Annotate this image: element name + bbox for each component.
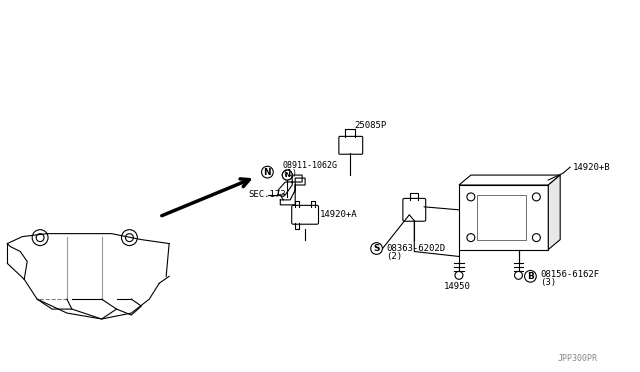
Text: 08911-1062G: 08911-1062G (282, 161, 337, 170)
Text: JPP300PR: JPP300PR (558, 354, 598, 363)
FancyBboxPatch shape (292, 205, 319, 224)
Text: 25085P: 25085P (355, 121, 387, 130)
Circle shape (455, 271, 463, 279)
Circle shape (467, 193, 475, 201)
Text: (2): (2) (387, 252, 403, 261)
Text: 14950: 14950 (444, 282, 471, 291)
FancyBboxPatch shape (477, 195, 527, 240)
Text: 08156-6162F: 08156-6162F (540, 270, 600, 279)
Circle shape (467, 234, 475, 241)
FancyBboxPatch shape (459, 185, 548, 250)
Circle shape (282, 170, 292, 180)
Text: (3): (3) (540, 278, 556, 287)
Polygon shape (459, 175, 560, 185)
Text: N: N (264, 168, 271, 177)
Circle shape (282, 170, 292, 180)
Circle shape (532, 193, 540, 201)
Circle shape (515, 271, 522, 279)
Text: N: N (284, 172, 290, 178)
FancyBboxPatch shape (403, 198, 426, 221)
Circle shape (532, 234, 540, 241)
Text: 08363-6202D: 08363-6202D (387, 244, 445, 253)
FancyBboxPatch shape (339, 137, 363, 154)
Text: 14920+B: 14920+B (573, 163, 611, 171)
Text: S: S (373, 244, 380, 253)
Text: SEC.173: SEC.173 (248, 190, 286, 199)
Text: 14920+A: 14920+A (320, 210, 358, 219)
Text: B: B (527, 272, 534, 281)
Text: (1): (1) (282, 169, 298, 177)
Polygon shape (548, 175, 560, 250)
